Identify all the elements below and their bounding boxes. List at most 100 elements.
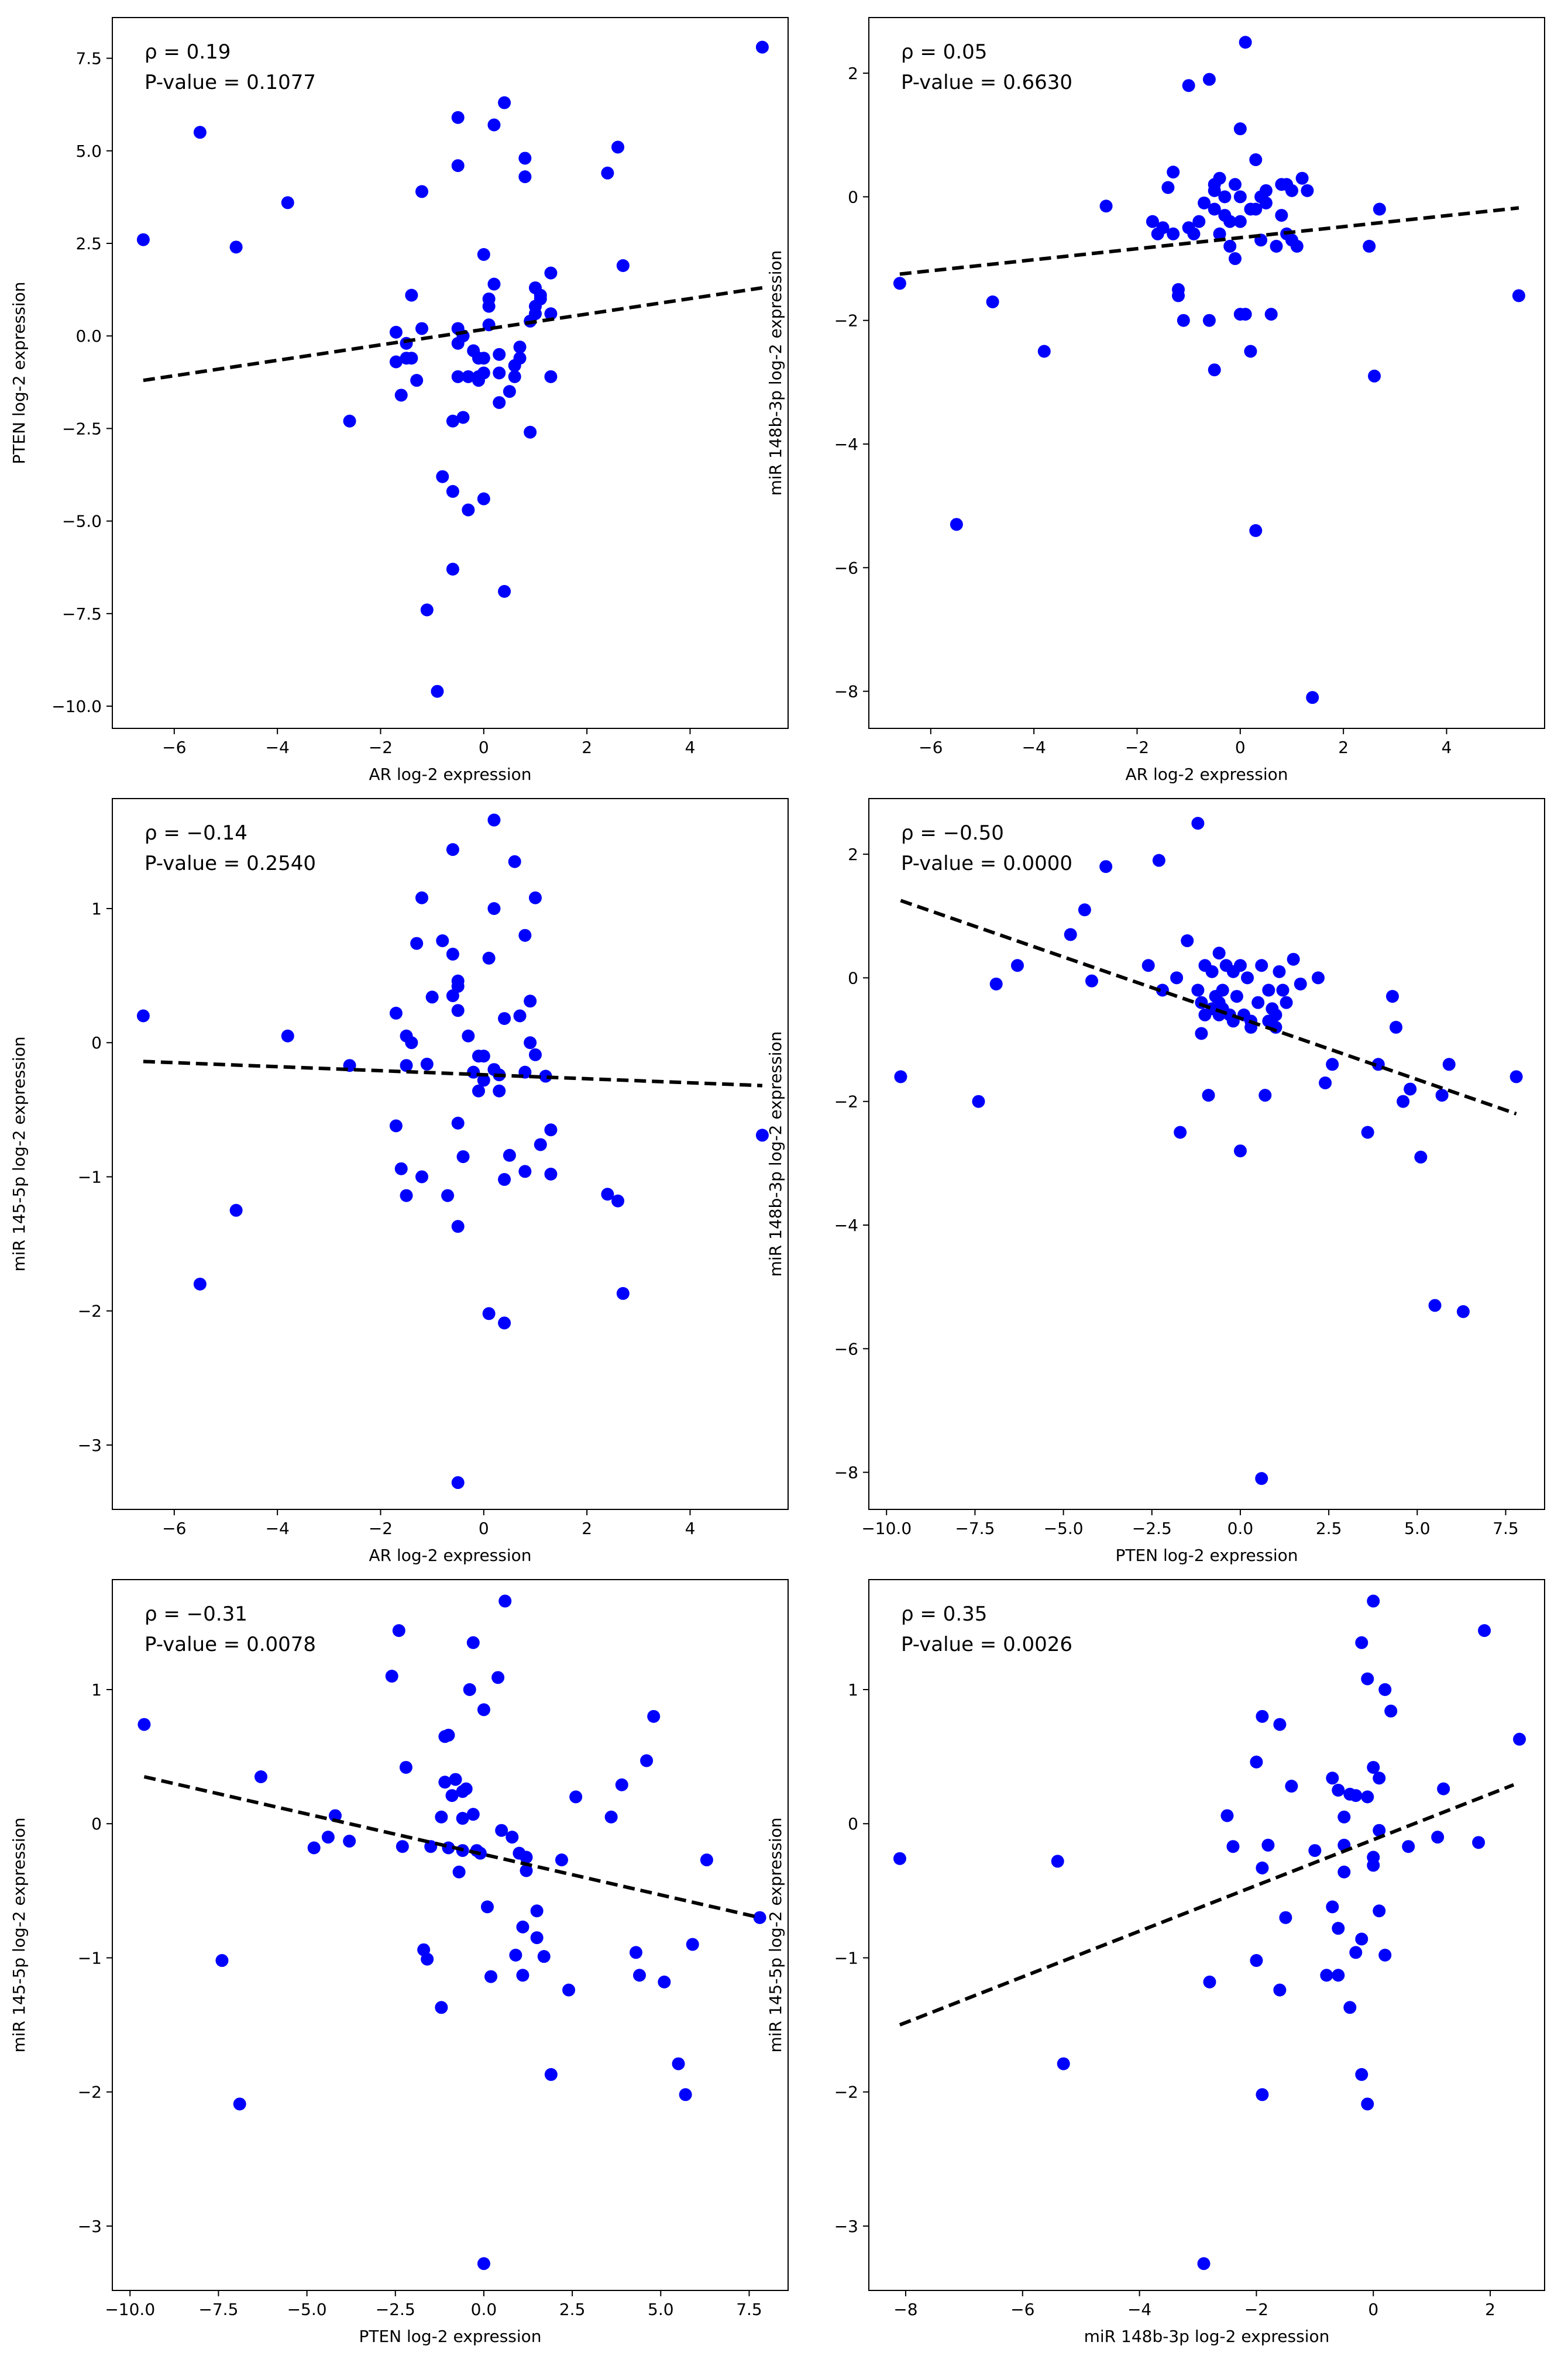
data-point [1349,1946,1363,1959]
x-axis-label: PTEN log-2 expression [1115,1546,1298,1565]
axes-frame [868,17,1545,729]
data-point [307,1841,321,1855]
data-point [528,1048,542,1061]
data-point [1057,2057,1070,2070]
data-point [1256,1709,1269,1723]
data-point [1249,153,1263,166]
data-point [229,1203,243,1217]
x-tick-label: 0 [479,1519,489,1538]
data-point [405,1036,418,1050]
data-point [1264,308,1278,321]
data-point [462,1029,475,1043]
rho-annotation: ρ = −0.31 [145,1602,247,1626]
axes-frame [112,798,789,1510]
data-point [493,348,506,361]
data-point [1343,2001,1357,2014]
data-point [516,1969,529,1982]
x-tick-label: 2 [1338,738,1349,757]
data-point [1208,202,1221,216]
data-point [615,1778,628,1791]
data-point [394,1162,408,1175]
y-tick-label: −10.0 [51,697,102,716]
data-point [1355,2068,1368,2081]
data-point [1010,959,1024,972]
data-point [487,813,501,827]
y-tick-label: −2.5 [62,419,102,438]
data-point [1363,239,1376,253]
y-tick-label: 1 [848,1680,858,1700]
data-point [1250,1954,1263,1967]
data-point [506,1831,519,1844]
data-point [400,1189,413,1202]
data-point [321,1831,335,1844]
x-tick-label: −4 [1022,738,1046,757]
data-point [1202,314,1216,327]
data-point [451,159,465,173]
data-point [1241,971,1254,985]
data-point [415,185,429,198]
panel-pten-vs-ar: −6 −4 −2 0 2 4 −10.0 −7.5 −5.0 −2.5 0.0 2.5 5.0 7.5 AR… [9,17,789,784]
data-point [482,951,496,965]
data-point [1216,983,1229,997]
data-point [534,292,547,305]
x-tick-label: 5.0 [648,2300,674,2319]
y-tick-label: −3 [834,2217,858,2236]
data-point [520,1850,533,1864]
data-point [1290,239,1304,253]
y-axis-label: miR 148b-3p log-2 expression [766,250,785,496]
data-point [1337,1810,1351,1824]
data-point [1064,928,1077,941]
data-point [753,1911,766,1924]
data-point [415,322,429,335]
data-point [1273,1983,1287,1997]
data-point [1205,965,1219,978]
x-tick-label: −2 [1244,2300,1268,2319]
data-point [193,1277,207,1291]
data-point [1311,971,1325,985]
data-point [1442,1058,1456,1071]
data-point [1051,1855,1064,1868]
data-point [1233,1144,1247,1158]
data-point [1269,1008,1282,1021]
data-point [1233,190,1247,204]
x-tick-label: 2.5 [1316,1519,1342,1538]
data-point [1202,73,1216,86]
data-point [1228,252,1242,266]
data-point [1233,122,1247,136]
data-point [392,1624,405,1638]
data-point [1161,181,1175,194]
data-point [449,1773,462,1786]
x-tick-label: −8 [893,2300,917,2319]
data-point [1255,959,1268,972]
x-tick-label: 0.0 [1227,1519,1254,1538]
data-point [1385,990,1399,1003]
data-point [686,1938,699,1951]
y-tick-label: −2 [834,311,858,331]
data-point [1172,289,1185,302]
x-tick-label: −6 [919,738,943,757]
data-point [1249,202,1263,216]
data-point [1414,1150,1428,1164]
data-point [1355,1932,1368,1946]
regression-line [899,206,1519,276]
data-point [1226,1840,1240,1853]
data-point [1259,184,1273,197]
data-point [544,1167,558,1181]
data-point [1197,2257,1211,2271]
data-point [616,1287,630,1300]
data-point [1258,1089,1272,1102]
data-point [487,277,501,291]
data-point [229,240,243,254]
y-tick-label: −6 [834,1339,858,1358]
data-point [544,2068,558,2081]
data-point [508,370,521,383]
data-point [193,126,207,139]
data-point [658,1975,671,1989]
x-tick-label: −6 [162,738,186,757]
x-tick-label: 2.5 [559,2300,586,2319]
x-tick-label: 7.5 [736,2300,762,2319]
data-point [1256,2088,1269,2101]
x-tick-label: 2 [1485,2300,1495,2319]
x-tick-label: −7.5 [955,1519,995,1538]
data-point [1141,959,1155,972]
